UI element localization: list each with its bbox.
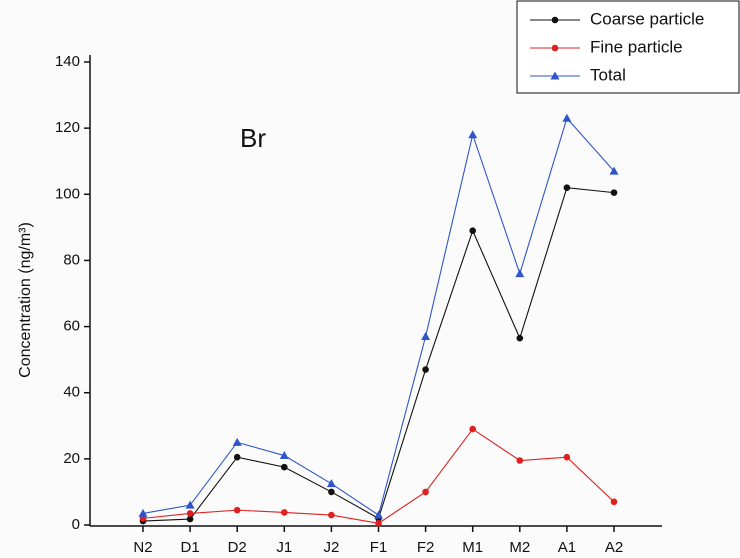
data-point: [328, 488, 335, 496]
data-point: [281, 509, 288, 516]
x-tick-label: J1: [276, 539, 292, 556]
data-point: [422, 366, 429, 373]
data-point: [138, 508, 148, 517]
y-tick-label: 120: [55, 119, 80, 136]
data-point: [516, 457, 524, 464]
legend-label: Coarse particle: [590, 9, 704, 28]
data-point: [375, 520, 382, 527]
x-tick-label: A1: [558, 539, 576, 556]
data-point: [516, 334, 524, 342]
legend-label: Fine particle: [590, 37, 683, 56]
data-point: [233, 506, 241, 514]
x-tick-label: J2: [323, 539, 339, 556]
y-tick-label: 60: [63, 318, 80, 335]
y-axis-label: Concentration (ng/m³): [17, 222, 34, 378]
y-tick-label: 20: [63, 450, 80, 467]
x-tick-label: D2: [228, 539, 247, 556]
annotation: Br: [240, 123, 266, 153]
data-point: [515, 269, 525, 278]
y-tick-label: 0: [72, 516, 80, 533]
data-point: [610, 189, 618, 196]
legend-marker: [550, 71, 560, 80]
data-point: [233, 453, 241, 461]
y-tick-label: 80: [63, 251, 80, 268]
y-tick-label: 140: [55, 53, 80, 70]
y-tick-label: 40: [63, 384, 80, 401]
x-tick-label: M1: [462, 539, 483, 556]
x-tick-label: A2: [605, 539, 623, 556]
data-point: [421, 331, 431, 340]
legend-label: Total: [590, 65, 626, 84]
data-point: [232, 437, 242, 446]
x-tick-label: D1: [181, 539, 200, 556]
data-point: [326, 479, 336, 488]
data-point: [563, 184, 571, 191]
data-point: [328, 511, 335, 519]
data-point: [422, 488, 429, 496]
data-point: [185, 500, 195, 509]
x-tick-label: N2: [133, 539, 152, 556]
x-tick-label: M2: [509, 539, 530, 556]
data-point: [374, 510, 383, 519]
legend-marker: [551, 16, 559, 24]
legend-marker: [551, 44, 559, 52]
data-point: [281, 463, 288, 471]
data-point: [610, 498, 618, 506]
data-point: [469, 425, 477, 433]
data-point: [186, 510, 194, 517]
data-point: [186, 515, 194, 523]
data-point: [562, 113, 572, 122]
data-point: [563, 453, 571, 461]
data-point: [609, 166, 619, 175]
x-tick-label: F1: [370, 539, 388, 556]
data-point: [468, 130, 478, 139]
y-tick-label: 100: [55, 185, 80, 202]
data-point: [469, 227, 477, 234]
x-tick-label: F2: [417, 539, 435, 556]
data-point: [279, 451, 289, 460]
